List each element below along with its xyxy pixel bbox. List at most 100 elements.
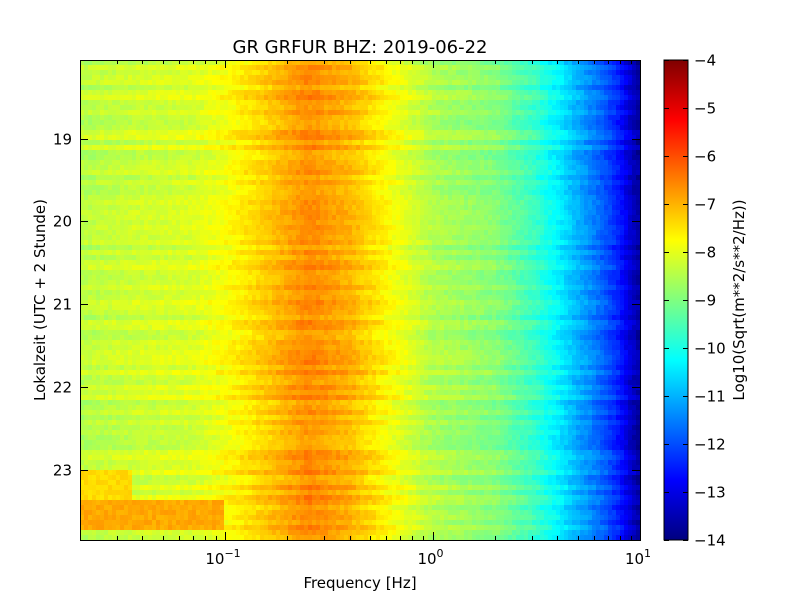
heatmap-cell: [564, 220, 569, 226]
heatmap-cell: [92, 235, 97, 241]
heatmap-cell: [264, 75, 269, 81]
heatmap-cell: [568, 210, 573, 216]
heatmap-cell: [192, 230, 197, 236]
heatmap-cell: [204, 105, 209, 111]
heatmap-cell: [320, 115, 325, 121]
heatmap-cell: [328, 195, 333, 201]
heatmap-cell: [464, 100, 469, 106]
heatmap-cell: [80, 170, 85, 176]
heatmap-cell: [480, 225, 485, 231]
heatmap-cell: [252, 70, 257, 76]
heatmap-cell: [408, 215, 413, 221]
heatmap-cell: [312, 175, 317, 181]
heatmap-cell: [172, 185, 177, 191]
heatmap-cell: [240, 185, 245, 191]
heatmap-cell: [248, 220, 253, 226]
heatmap-cell: [512, 200, 517, 206]
heatmap-cell: [620, 115, 625, 121]
heatmap-cell: [548, 205, 553, 211]
heatmap-cell: [532, 75, 537, 81]
heatmap-cell: [128, 230, 133, 236]
heatmap-cell: [472, 140, 477, 146]
heatmap-cell: [608, 220, 613, 226]
heatmap-cell: [100, 190, 105, 196]
heatmap-cell: [92, 225, 97, 231]
heatmap-cell: [132, 160, 137, 166]
heatmap-cell: [624, 220, 629, 226]
heatmap-cell: [620, 80, 625, 86]
heatmap-cell: [368, 95, 373, 101]
heatmap-cell: [192, 80, 197, 86]
heatmap-cell: [396, 235, 401, 241]
heatmap-cell: [272, 225, 277, 231]
heatmap-cell: [152, 230, 157, 236]
heatmap-cell: [440, 190, 445, 196]
heatmap-cell: [152, 175, 157, 181]
heatmap-cell: [316, 120, 321, 126]
heatmap-cell: [184, 155, 189, 161]
heatmap-cell: [620, 60, 625, 66]
heatmap-cell: [416, 210, 421, 216]
heatmap-cell: [348, 140, 353, 146]
heatmap-cell: [144, 130, 149, 136]
heatmap-cell: [496, 125, 501, 131]
heatmap-cell: [612, 125, 617, 131]
heatmap-cell: [368, 125, 373, 131]
heatmap-cell: [532, 145, 537, 151]
heatmap-cell: [368, 80, 373, 86]
heatmap-cell: [408, 185, 413, 191]
heatmap-cell: [176, 115, 181, 121]
heatmap-cell: [276, 60, 281, 66]
heatmap-cell: [236, 170, 241, 176]
heatmap-cell: [348, 225, 353, 231]
heatmap-cell: [520, 90, 525, 96]
heatmap-cell: [608, 120, 613, 126]
heatmap-cell: [616, 215, 621, 221]
heatmap-cell: [600, 125, 605, 131]
heatmap-cell: [628, 215, 633, 221]
heatmap-cell: [444, 195, 449, 201]
heatmap-cell: [252, 185, 257, 191]
heatmap-cell: [112, 145, 117, 151]
heatmap-cell: [248, 155, 253, 161]
heatmap-cell: [400, 95, 405, 101]
heatmap-cell: [144, 145, 149, 151]
heatmap-cell: [288, 125, 293, 131]
heatmap-cell: [396, 65, 401, 71]
heatmap-cell: [224, 140, 229, 146]
heatmap-cell: [200, 135, 205, 141]
heatmap-cell: [260, 155, 265, 161]
heatmap-cell: [264, 105, 269, 111]
heatmap-cell: [260, 140, 265, 146]
heatmap-cell: [508, 165, 513, 171]
heatmap-cell: [200, 160, 205, 166]
heatmap-cell: [116, 130, 121, 136]
heatmap-cell: [600, 120, 605, 126]
heatmap-cell: [516, 160, 521, 166]
heatmap-cell: [220, 105, 225, 111]
heatmap-cell: [224, 135, 229, 141]
heatmap-cell: [168, 115, 173, 121]
heatmap-cell: [588, 155, 593, 161]
heatmap-cell: [392, 205, 397, 211]
heatmap-cell: [580, 155, 585, 161]
heatmap-cell: [192, 185, 197, 191]
heatmap-cell: [632, 230, 637, 236]
heatmap-cell: [528, 195, 533, 201]
heatmap-cell: [276, 225, 281, 231]
heatmap-cell: [332, 230, 337, 236]
heatmap-cell: [176, 95, 181, 101]
heatmap-cell: [468, 80, 473, 86]
heatmap-cell: [600, 160, 605, 166]
heatmap-cell: [360, 205, 365, 211]
heatmap-cell: [132, 65, 137, 71]
heatmap-cell: [124, 140, 129, 146]
heatmap-cell: [444, 135, 449, 141]
heatmap-cell: [316, 145, 321, 151]
heatmap-cell: [280, 80, 285, 86]
heatmap-cell: [444, 130, 449, 136]
heatmap-cell: [276, 145, 281, 151]
heatmap-cell: [108, 175, 113, 181]
heatmap-cell: [292, 115, 297, 121]
heatmap-cell: [376, 205, 381, 211]
